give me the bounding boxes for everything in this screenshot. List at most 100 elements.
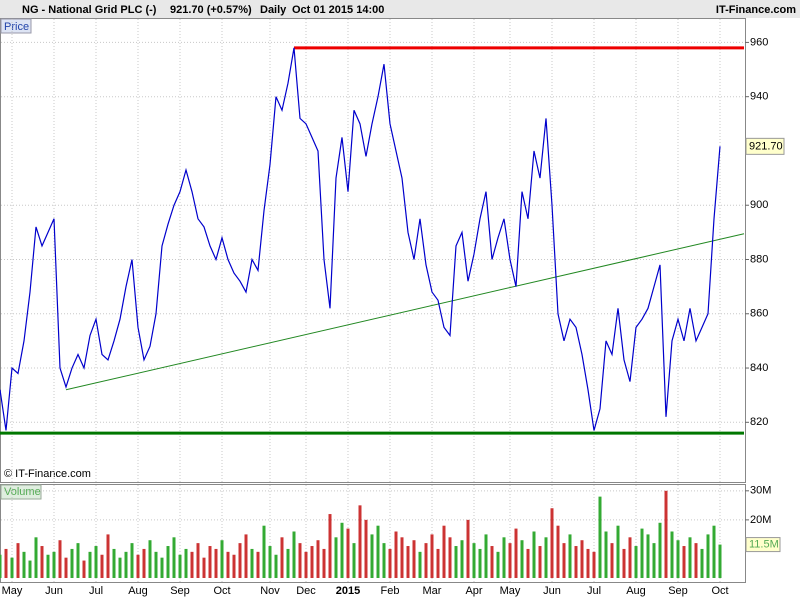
volume-bar [580,540,584,578]
volume-bar [400,537,404,578]
volume-bar [28,560,32,578]
volume-bar [196,543,200,578]
volume-bar [478,548,482,578]
x-tick-label: Feb [381,585,400,597]
volume-bar [304,551,308,578]
volume-bar [694,543,698,578]
x-tick-label: Mar [423,585,442,597]
volume-bar [112,548,116,578]
volume-bar [646,534,650,578]
x-tick-label: Dec [296,585,316,597]
x-tick-label: Nov [260,585,280,597]
volume-bar [352,543,356,578]
volume-tag [0,484,42,500]
y-tick-label: 840 [750,362,768,374]
volume-bar [154,551,158,578]
volume-bar [16,543,20,578]
x-tick-label: Sep [668,585,688,597]
volume-bar [634,546,638,578]
x-tick-label: Jun [543,585,561,597]
volume-bar [562,543,566,578]
volume-bar [268,546,272,578]
volume-bar [340,522,344,578]
volume-bar [292,531,296,578]
volume-bar [640,528,644,578]
volume-bar [706,534,710,578]
y-tick-label: 860 [750,308,768,320]
volume-bar [652,543,656,578]
volume-bar [130,543,134,578]
volume-bar [472,543,476,578]
volume-bar [718,544,722,578]
volume-bar [190,551,194,578]
volume-bar [514,528,518,578]
x-tick-label: 2015 [336,585,360,597]
volume-bar [52,551,56,578]
volume-bar [658,522,662,578]
volume-bar [586,548,590,578]
volume-bar [310,546,314,578]
volume-bar [328,514,332,578]
volume-bar [346,528,350,578]
trend-line [65,233,745,391]
volume-bar [490,546,494,578]
last-volume: 11.5M [749,538,779,550]
volume-bar [412,540,416,578]
volume-bar [322,548,326,578]
volume-bar [274,554,278,578]
volume-bar [628,537,632,578]
volume-bar [34,537,38,578]
volume-bar [520,540,524,578]
volume-bar [664,490,668,578]
volume-bar [76,543,80,578]
y-tick-label: 880 [750,253,768,265]
quote: 921.70 (+0.57%) [170,4,252,16]
volume-bar [316,540,320,578]
volume-bar [532,531,536,578]
y-tick-label: 900 [750,199,768,211]
volume-bar [58,540,62,578]
price-panel [0,18,746,483]
volume-bar [244,534,248,578]
volume-bar [610,543,614,578]
volume-bar [556,525,560,578]
volume-bar [460,540,464,578]
volume-bar [574,546,578,578]
volume-bar [598,496,602,578]
volume-bar [238,543,242,578]
volume-bar [118,557,122,578]
datetime: Oct 01 2015 14:00 [292,4,384,16]
volume-bar [220,540,224,578]
volume-bar [136,554,140,578]
last-price-box [745,137,785,155]
site: IT-Finance.com [716,4,796,16]
volume-bar [568,534,572,578]
volume-bar [418,551,422,578]
volume-bar [592,551,596,578]
volume-bar [10,557,14,578]
volume-bar [4,548,8,578]
copyright: © IT-Finance.com [4,468,91,480]
volume-bar [64,557,68,578]
volume-bar [388,548,392,578]
volume-bar [334,537,338,578]
volume-bar [286,548,290,578]
volume-bar [526,548,530,578]
volume-bar [178,554,182,578]
x-tick-label: Oct [213,585,230,597]
volume-bar [502,537,506,578]
volume-bar [232,554,236,578]
volume-bar [496,551,500,578]
volume-bar [160,557,164,578]
volume-bar [142,548,146,578]
volume-bar [406,546,410,578]
volume-bar [256,551,260,578]
volume-bar [484,534,488,578]
volume-bar [442,525,446,578]
y-tick-label: 820 [750,416,768,428]
x-tick-label: Jun [45,585,63,597]
price-tag [0,18,32,34]
volume-bar [364,519,368,578]
volume-bar [604,531,608,578]
